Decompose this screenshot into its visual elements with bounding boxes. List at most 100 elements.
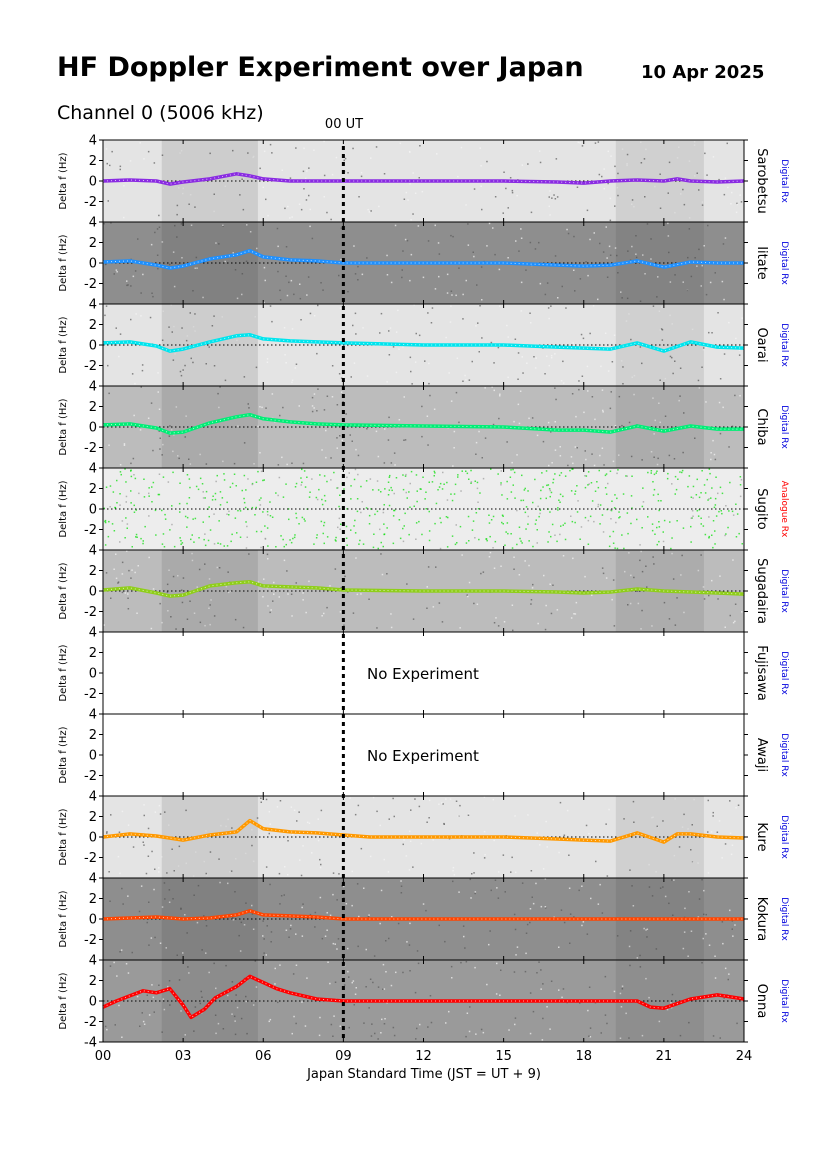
texture-dot xyxy=(246,224,248,226)
texture-dot xyxy=(700,554,702,556)
texture-dot xyxy=(574,446,577,448)
texture-dot xyxy=(617,469,619,471)
texture-dot xyxy=(169,263,171,266)
series-highlight xyxy=(102,250,744,269)
texture-dot xyxy=(169,1004,171,1006)
texture-dot xyxy=(554,534,556,536)
texture-dot xyxy=(108,871,110,873)
texture-dot xyxy=(159,602,161,605)
texture-dot xyxy=(443,822,445,825)
texture-dot xyxy=(505,531,507,533)
texture-dot xyxy=(507,207,509,209)
station-name: Sugito xyxy=(754,488,769,529)
texture-dot xyxy=(349,434,351,436)
texture-dot xyxy=(451,977,453,979)
texture-dot xyxy=(217,392,219,395)
texture-dot xyxy=(546,282,549,284)
texture-dot xyxy=(109,506,111,508)
texture-dot xyxy=(599,454,601,457)
texture-dot xyxy=(529,1032,532,1035)
texture-dot xyxy=(590,835,592,837)
texture-dot xyxy=(181,542,184,544)
texture-dot xyxy=(227,994,229,997)
texture-dot xyxy=(674,211,676,214)
texture-dot xyxy=(319,896,322,899)
texture-dot xyxy=(667,472,669,475)
texture-dot xyxy=(652,556,654,558)
texture-dot xyxy=(597,486,600,489)
texture-dot xyxy=(717,598,719,600)
texture-dot xyxy=(320,520,323,523)
texture-dot xyxy=(108,444,110,446)
texture-dot xyxy=(445,798,447,800)
receiver-label: Analogue Rx xyxy=(779,481,789,538)
texture-dot xyxy=(252,1004,255,1006)
texture-dot xyxy=(361,501,363,503)
texture-dot xyxy=(705,401,707,403)
texture-dot xyxy=(532,1010,535,1013)
texture-dot xyxy=(515,954,517,956)
texture-dot xyxy=(513,556,515,558)
texture-dot xyxy=(656,463,659,466)
texture-dot xyxy=(120,473,122,476)
texture-dot xyxy=(235,994,237,996)
texture-dot xyxy=(676,520,678,522)
texture-dot xyxy=(135,509,137,511)
texture-dot xyxy=(734,603,737,605)
texture-dot xyxy=(610,391,612,393)
texture-dot xyxy=(536,434,539,437)
texture-dot xyxy=(215,1032,217,1035)
texture-dot xyxy=(209,604,211,606)
texture-dot xyxy=(430,322,433,324)
texture-dot xyxy=(728,973,730,975)
texture-dot xyxy=(471,360,473,363)
texture-dot xyxy=(633,374,636,377)
texture-dot xyxy=(460,961,462,964)
texture-dot xyxy=(269,1018,272,1021)
texture-dot xyxy=(348,1026,350,1029)
texture-dot xyxy=(691,824,693,826)
texture-dot xyxy=(700,285,702,287)
texture-dot xyxy=(492,227,494,229)
texture-dot xyxy=(392,797,394,800)
texture-dot xyxy=(424,360,426,362)
texture-dot xyxy=(551,197,553,199)
texture-dot xyxy=(277,245,279,248)
texture-dot xyxy=(641,362,643,365)
texture-dot xyxy=(309,913,312,916)
texture-dot xyxy=(254,316,256,318)
texture-dot xyxy=(570,515,572,517)
texture-dot xyxy=(135,536,137,538)
texture-dot xyxy=(500,482,502,484)
texture-dot xyxy=(674,624,677,626)
texture-dot xyxy=(577,500,579,502)
texture-dot xyxy=(494,879,497,881)
texture-dot xyxy=(327,961,329,963)
texture-dot xyxy=(337,487,339,489)
texture-dot xyxy=(192,326,195,328)
texture-dot xyxy=(232,916,234,919)
texture-dot xyxy=(110,814,112,816)
texture-dot xyxy=(321,937,324,940)
texture-dot xyxy=(291,381,293,384)
texture-dot xyxy=(682,527,685,529)
texture-dot xyxy=(158,867,160,869)
shadow-band xyxy=(161,550,258,632)
texture-dot xyxy=(164,518,167,520)
texture-dot xyxy=(154,936,156,939)
texture-dot xyxy=(601,447,604,449)
texture-dot xyxy=(189,600,191,602)
texture-dot xyxy=(639,300,642,302)
texture-dot xyxy=(291,216,293,218)
texture-dot xyxy=(587,471,590,473)
y-tick-label: -2 xyxy=(84,195,97,210)
texture-dot xyxy=(631,885,633,887)
texture-dot xyxy=(556,609,559,611)
texture-dot xyxy=(576,485,578,487)
texture-dot xyxy=(147,150,150,153)
texture-dot xyxy=(298,811,300,813)
texture-dot xyxy=(220,824,222,827)
texture-dot xyxy=(304,177,307,180)
texture-dot xyxy=(286,570,288,572)
